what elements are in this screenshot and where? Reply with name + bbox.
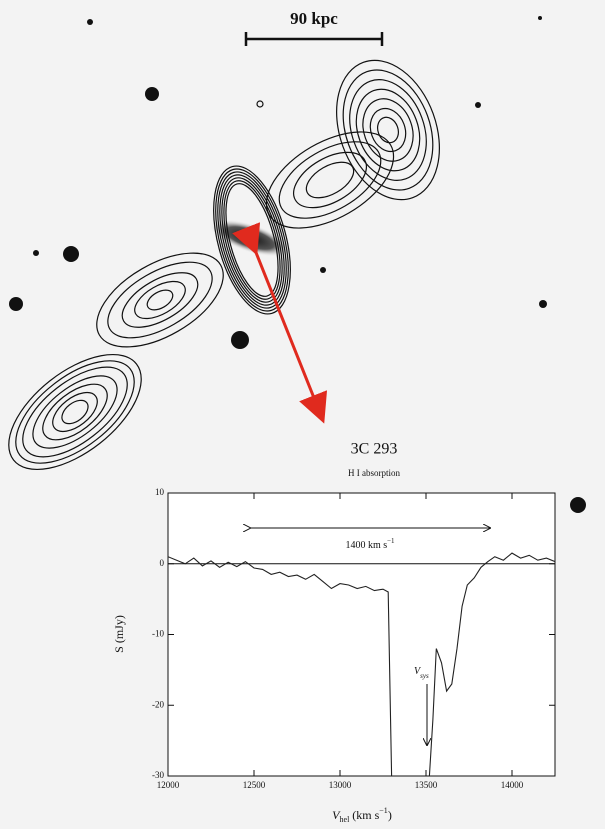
annotation-text: 1400 km s: [345, 540, 387, 551]
y-tick-label: -10: [152, 629, 164, 639]
y-tick-label: -30: [152, 770, 164, 780]
width-annotation: 1400 km s−1: [345, 537, 395, 552]
spectrum-line: [168, 552, 555, 776]
vsys-main: V: [414, 666, 422, 677]
pointer-arrow: [232, 222, 328, 424]
x-tick-label: 13000: [329, 780, 352, 790]
y-tick-label: 0: [160, 558, 165, 568]
annotation-sup: −1: [387, 537, 395, 545]
x-axis-label: Vhel (km s−1): [332, 806, 392, 824]
chart-title: 3C 293: [351, 441, 398, 458]
y-tick-label: 10: [155, 487, 165, 497]
x-tick-label: 12000: [157, 780, 180, 790]
x-tick-label: 14000: [501, 780, 524, 790]
y-axis-label: S (mJy): [112, 615, 126, 653]
scale-bar-label: 90 kpc: [290, 9, 338, 28]
chart-subtitle: H I absorption: [348, 468, 400, 478]
scale-bar: [244, 32, 384, 46]
y-tick-label: -20: [152, 699, 164, 709]
x-tick-label: 13500: [415, 780, 438, 790]
plot-area: [167, 492, 556, 777]
x-tick-label: 12500: [243, 780, 266, 790]
x-label-end: ): [388, 808, 392, 822]
x-label-sub: hel: [340, 815, 351, 824]
vsys-label: Vsys: [414, 666, 429, 679]
x-label-unit: (km s: [349, 808, 379, 822]
vsys-sub: sys: [420, 672, 429, 680]
x-label-sup: −1: [379, 806, 388, 815]
x-label-main: V: [332, 808, 341, 822]
